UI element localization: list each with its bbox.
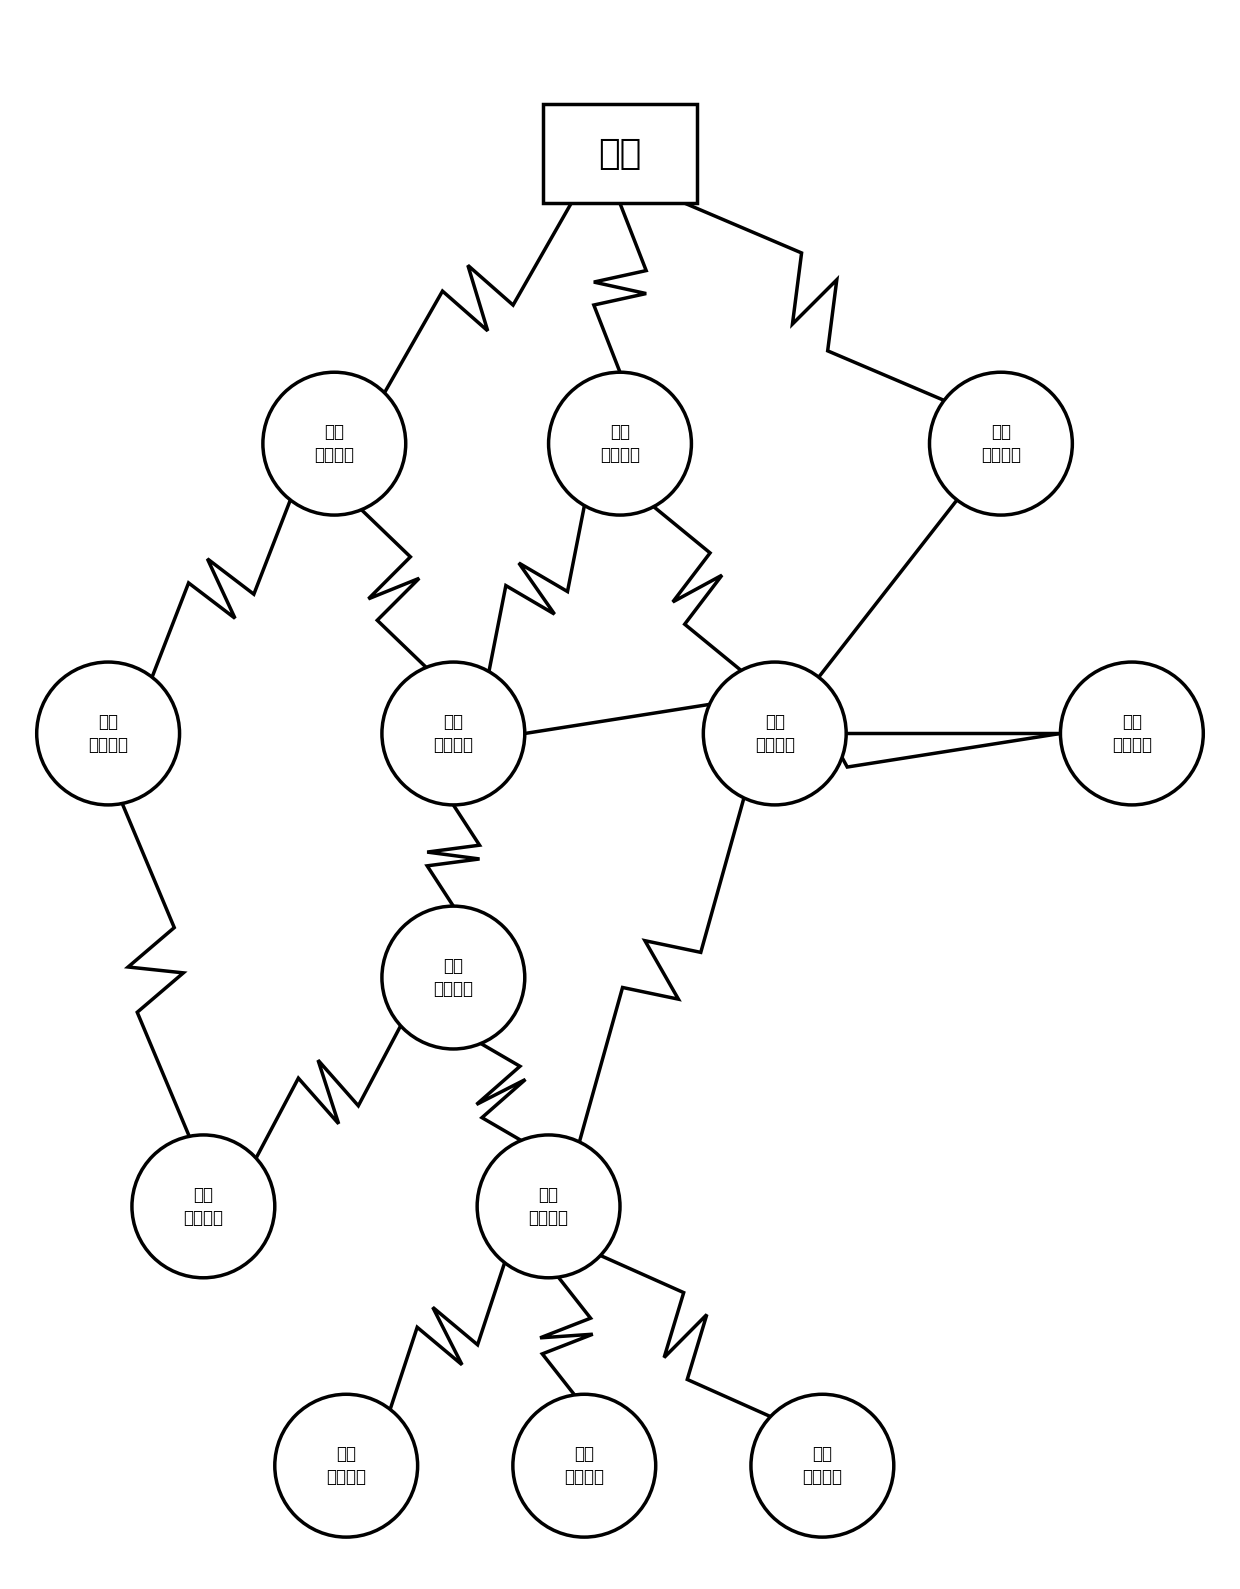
Ellipse shape — [930, 372, 1073, 515]
Text: 温度
检测节点: 温度 检测节点 — [88, 713, 128, 755]
Ellipse shape — [513, 1394, 656, 1537]
Ellipse shape — [131, 1135, 275, 1278]
Text: 温度
检测节点: 温度 检测节点 — [433, 957, 474, 998]
Ellipse shape — [263, 372, 405, 515]
Text: 温度
检测节点: 温度 检测节点 — [600, 423, 640, 464]
Text: 温度
检测节点: 温度 检测节点 — [326, 1444, 366, 1486]
Ellipse shape — [477, 1135, 620, 1278]
Ellipse shape — [382, 906, 525, 1049]
Text: 温度
检测节点: 温度 检测节点 — [1112, 713, 1152, 755]
Text: 温度
检测节点: 温度 检测节点 — [755, 713, 795, 755]
Text: 温度
检测节点: 温度 检测节点 — [433, 713, 474, 755]
Ellipse shape — [548, 372, 692, 515]
Text: 温度
检测节点: 温度 检测节点 — [184, 1185, 223, 1227]
Text: 温度
检测节点: 温度 检测节点 — [802, 1444, 842, 1486]
Ellipse shape — [751, 1394, 894, 1537]
Ellipse shape — [1060, 663, 1203, 806]
Text: 温度
检测节点: 温度 检测节点 — [564, 1444, 604, 1486]
FancyBboxPatch shape — [543, 105, 697, 203]
Ellipse shape — [703, 663, 846, 806]
Text: 网关: 网关 — [599, 137, 641, 170]
Text: 温度
检测节点: 温度 检测节点 — [981, 423, 1021, 464]
Ellipse shape — [382, 663, 525, 806]
Text: 温度
检测节点: 温度 检测节点 — [314, 423, 355, 464]
Text: 温度
检测节点: 温度 检测节点 — [528, 1185, 569, 1227]
Ellipse shape — [37, 663, 180, 806]
Ellipse shape — [275, 1394, 418, 1537]
